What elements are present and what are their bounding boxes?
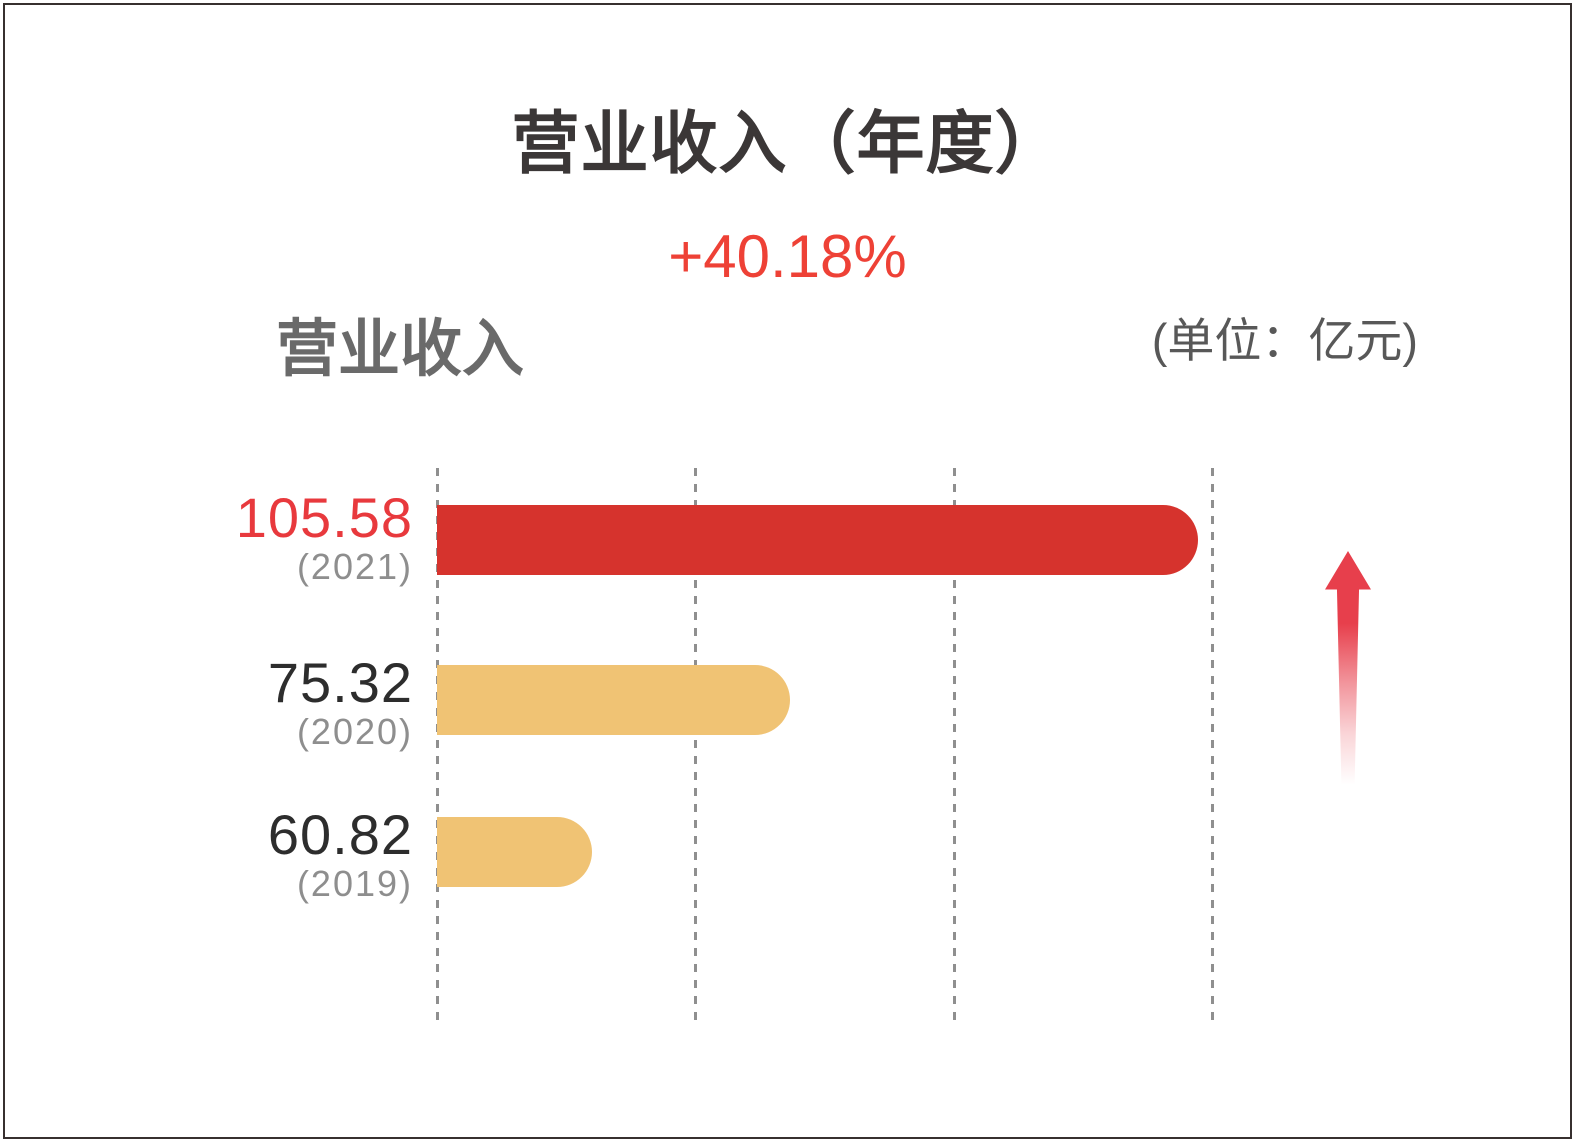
growth-arrow-icon — [1325, 551, 1371, 792]
series-label: 营业收入 — [276, 315, 525, 384]
value-label-group-2020: 75.32 (2020) — [268, 655, 413, 750]
growth-percent-label: +40.18% — [668, 223, 907, 290]
value-label-group-2021: 105.58 (2021) — [236, 490, 413, 585]
bar-year-2020: (2020) — [296, 711, 413, 752]
bar-2020 — [437, 665, 790, 735]
bar-year-2019: (2019) — [296, 863, 413, 904]
bar-year-2021: (2021) — [296, 546, 413, 587]
unit-label: (单位：亿元) — [1151, 314, 1418, 367]
gridline-2 — [694, 468, 697, 1025]
bar-value-2019: 60.82 — [267, 803, 413, 866]
value-label-group-2019: 60.82 (2019) — [268, 807, 413, 902]
gridline-3 — [953, 468, 956, 1025]
gridline-4 — [1211, 468, 1214, 1025]
bar-2019 — [437, 817, 592, 887]
gridline-1 — [436, 468, 439, 1025]
bar-2021 — [437, 505, 1198, 575]
bar-value-2020: 75.32 — [267, 651, 413, 714]
chart-title: 营业收入（年度） — [511, 106, 1064, 182]
bar-value-2021: 105.58 — [235, 486, 413, 549]
